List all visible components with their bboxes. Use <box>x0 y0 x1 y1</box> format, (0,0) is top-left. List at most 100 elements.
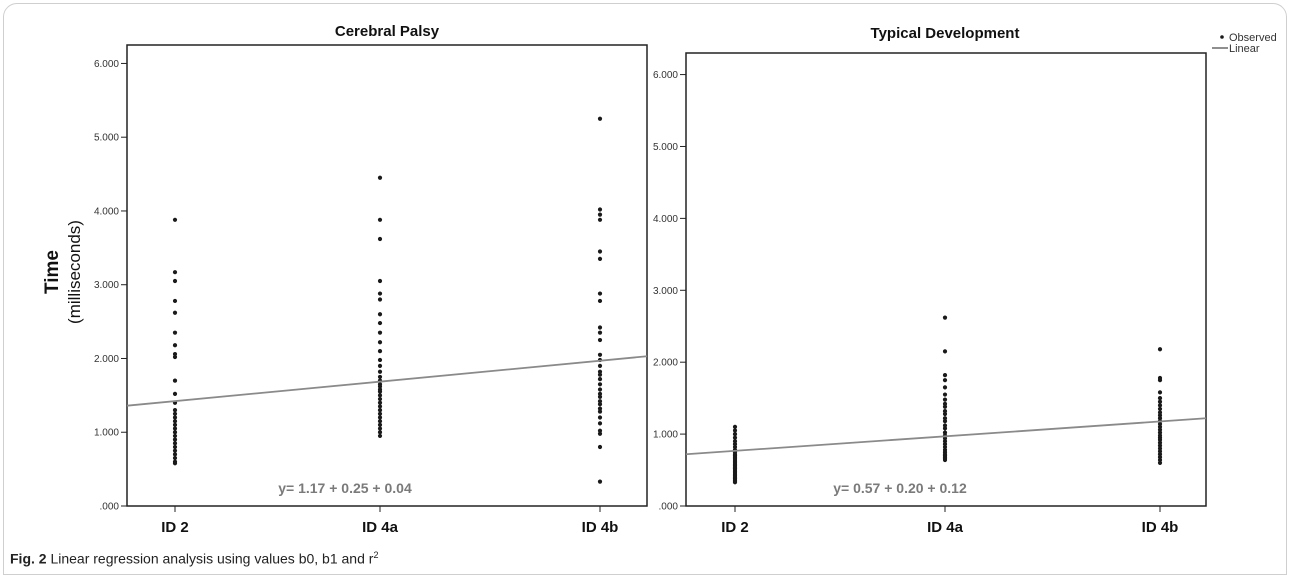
regression-line <box>126 355 648 407</box>
observed-point <box>1157 424 1163 430</box>
y-tick-label: .000 <box>100 502 120 513</box>
observed-point <box>732 439 738 444</box>
observed-point <box>597 298 603 304</box>
observed-point <box>597 402 603 407</box>
observed-point <box>172 217 178 222</box>
observed-point <box>597 207 603 212</box>
y-axis-unit-label: (milliseconds) <box>65 220 84 324</box>
y-axis: .000 1.000 2.000 3.000 4.000 5.000 6.000 <box>653 70 686 513</box>
observed-point <box>732 480 738 485</box>
observed-point <box>377 236 383 242</box>
x-tick-label: ID 4b <box>1142 519 1179 536</box>
observed-point <box>172 351 178 357</box>
caption-text: Linear regression analysis using values … <box>50 550 374 567</box>
observed-point <box>377 426 383 431</box>
observed-point <box>172 437 178 442</box>
observed-point <box>597 479 603 484</box>
panel-title: Typical Development <box>871 25 1020 42</box>
observed-point <box>597 431 603 436</box>
observed-point <box>172 408 178 413</box>
observed-point <box>1157 446 1163 451</box>
observed-point <box>942 439 948 444</box>
observed-point <box>1157 403 1163 408</box>
observed-point <box>942 404 948 409</box>
observed-point <box>1157 390 1163 395</box>
observed-point <box>172 441 178 446</box>
y-tick-label: 3.000 <box>653 286 678 297</box>
y-tick-label: 2.000 <box>94 354 119 365</box>
plot-area-frame <box>685 52 1207 507</box>
observed-point <box>1157 399 1163 404</box>
observed-point <box>942 378 948 383</box>
observed-point <box>942 426 948 431</box>
observed-point <box>942 385 948 390</box>
observed-point <box>597 363 603 368</box>
observed-point <box>597 116 603 121</box>
observed-point <box>1157 452 1163 457</box>
observed-point <box>377 217 383 222</box>
observed-point <box>942 401 948 406</box>
observed-point <box>377 433 383 439</box>
observed-point <box>377 363 383 368</box>
observed-point <box>732 431 738 437</box>
observed-point <box>377 389 383 394</box>
y-tick-label: 1.000 <box>653 430 678 441</box>
observed-point <box>597 330 603 335</box>
observed-point <box>377 404 383 409</box>
observed-point <box>597 394 603 399</box>
observed-point <box>377 415 383 420</box>
y-tick-label: 5.000 <box>94 133 119 144</box>
y-tick-label: 4.000 <box>653 214 678 225</box>
observed-point <box>942 408 948 414</box>
observed-point <box>172 433 178 439</box>
plot-area-frame <box>126 44 648 507</box>
observed-point <box>597 325 603 330</box>
observed-point <box>1157 437 1163 442</box>
observed-point <box>1157 416 1163 421</box>
observed-point <box>1157 396 1163 401</box>
observed-point <box>377 357 383 363</box>
observed-point <box>1157 455 1163 460</box>
panel-typical-development: Typical Development .000 1.000 2.000 3.000 4… <box>653 25 1207 536</box>
legend-observed-marker <box>1220 35 1224 39</box>
observed-point <box>942 373 948 378</box>
observed-point <box>172 270 178 275</box>
observed-point <box>1157 413 1163 418</box>
panel-cerebral-palsy: Cerebral Palsy .000 1.000 2.000 3.000 4.000 5… <box>94 23 648 536</box>
observed-point <box>1157 443 1163 448</box>
observed-point <box>597 387 603 392</box>
x-tick-label: ID 4a <box>362 519 399 536</box>
observed-point <box>172 444 178 450</box>
observed-point <box>1157 410 1163 415</box>
y-axis-label-group: Time (milliseconds) <box>42 220 84 324</box>
observed-point <box>597 421 603 426</box>
observed-point <box>597 382 603 387</box>
observed-point <box>597 369 603 374</box>
regression-line <box>685 417 1207 456</box>
observed-point <box>1157 430 1163 435</box>
observed-point <box>377 374 383 380</box>
observed-point <box>377 419 383 424</box>
y-axis-label: Time <box>42 250 63 294</box>
observed-point <box>377 291 383 296</box>
observed-point <box>377 396 383 402</box>
observed-point <box>172 310 178 315</box>
observed-point <box>377 411 383 416</box>
observed-points <box>732 315 1163 485</box>
observed-point <box>172 448 178 453</box>
observed-point <box>377 340 383 345</box>
observed-point <box>942 349 948 354</box>
observed-point <box>172 330 178 335</box>
observed-point <box>1157 427 1163 432</box>
observed-point <box>1157 378 1163 383</box>
observed-point <box>172 455 178 461</box>
caption-figure-number: Fig. 2 <box>10 550 47 567</box>
observed-point <box>172 426 178 431</box>
observed-point <box>377 369 383 374</box>
observed-point <box>597 377 603 382</box>
observed-point <box>377 430 383 435</box>
observed-point <box>942 416 948 421</box>
observed-point <box>942 423 948 428</box>
observed-point <box>597 212 603 217</box>
